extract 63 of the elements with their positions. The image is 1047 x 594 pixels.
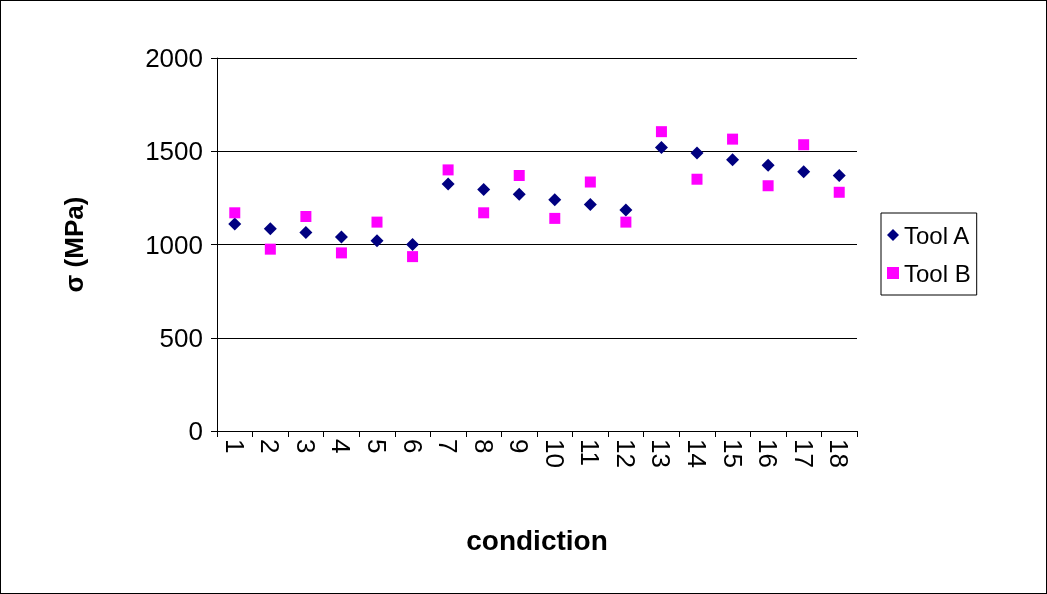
x-tick-label: 1 [219, 439, 250, 454]
point [512, 187, 526, 201]
x-tick-label: 7 [433, 439, 464, 454]
point [228, 217, 242, 231]
x-tick-label: 5 [362, 439, 392, 454]
point [548, 193, 562, 207]
y-tick-label: 500 [159, 322, 203, 353]
point [761, 158, 775, 172]
point [300, 211, 312, 223]
x-tick-label: 3 [290, 439, 321, 454]
point [371, 216, 383, 228]
point [583, 197, 597, 211]
point [407, 251, 419, 263]
point [655, 126, 667, 138]
y-tick-label: 2000 [145, 43, 203, 73]
x-tick-label: 13 [646, 439, 677, 468]
x-tick-label: 11 [575, 439, 606, 466]
x-tick-label: 9 [504, 439, 535, 454]
y-tick-label: 1000 [145, 229, 203, 260]
x-tick-label: 15 [717, 439, 748, 468]
x-tick-label: 4 [326, 439, 357, 454]
x-axis-title: condiction [466, 524, 608, 556]
x-tick-label: 6 [397, 439, 428, 454]
x-tick-label: 17 [788, 439, 819, 468]
x-tick-label: 12 [610, 439, 641, 468]
point [442, 164, 454, 176]
x-tick-label: 18 [824, 439, 855, 468]
point [798, 139, 810, 151]
y-tick-label: 1500 [145, 136, 203, 167]
point [584, 176, 596, 188]
point [549, 212, 561, 224]
y-axis-title: σ (MPa) [59, 196, 89, 293]
point [513, 169, 525, 181]
point [478, 207, 490, 219]
point [441, 177, 455, 191]
point [654, 141, 668, 155]
point [726, 153, 740, 167]
x-tick-label: 2 [255, 439, 286, 454]
point [619, 203, 633, 217]
point [334, 230, 348, 244]
y-tick-label: 0 [188, 416, 203, 446]
legend-label: Tool B [904, 259, 971, 287]
point [620, 216, 632, 228]
point [762, 180, 774, 192]
point [264, 243, 276, 255]
point [797, 165, 811, 179]
point [263, 222, 277, 236]
point [370, 234, 384, 248]
point [727, 133, 739, 145]
point [406, 238, 420, 251]
point [299, 225, 313, 239]
point [477, 182, 491, 196]
point [335, 247, 347, 259]
x-tick-label: 14 [682, 439, 712, 468]
point [833, 186, 845, 198]
point [229, 207, 241, 219]
point [832, 168, 846, 182]
point [690, 146, 704, 160]
x-tick-label: 8 [468, 439, 499, 454]
x-tick-label: 16 [753, 439, 784, 468]
x-tick-label: 10 [539, 439, 570, 468]
legend-label: Tool A [904, 221, 970, 249]
point [691, 173, 703, 185]
